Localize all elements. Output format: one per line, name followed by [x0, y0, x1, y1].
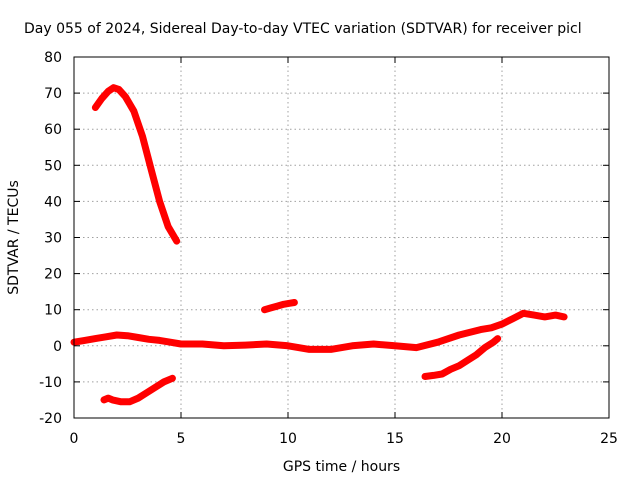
- y-tick-label: 70: [44, 86, 62, 102]
- y-tick-label: 30: [44, 231, 62, 247]
- series-line-baseline-arc: [70, 309, 568, 353]
- tick-layer: 0 5 10 15 20 25 -20 -10 0 10 20 30 40 50 60 70 80: [39, 50, 618, 447]
- y-tick-label: -20: [39, 411, 62, 427]
- series-line-satellite-arc-4: [421, 335, 502, 380]
- grid-layer: [74, 57, 609, 418]
- series-line-satellite-arc-1: [91, 84, 181, 245]
- y-tick-label: 60: [44, 122, 62, 138]
- x-tick-label: 20: [493, 431, 511, 447]
- y-tick-label: 80: [44, 50, 62, 66]
- x-axis-label: GPS time / hours: [283, 459, 400, 475]
- y-axis-label: SDTVAR / TECUs: [6, 180, 22, 295]
- x-tick-label: 0: [70, 431, 79, 447]
- series-line-satellite-arc-2: [100, 374, 176, 406]
- chart-title: Day 055 of 2024, Sidereal Day-to-day VTE…: [24, 21, 582, 37]
- x-tick-label: 25: [600, 431, 618, 447]
- x-tick-label: 15: [386, 431, 404, 447]
- y-tick-label: 0: [53, 339, 62, 355]
- series-layer: [70, 84, 568, 406]
- y-tick-label: 10: [44, 303, 62, 319]
- series-line-satellite-arc-3: [261, 299, 298, 314]
- x-tick-label: 5: [177, 431, 186, 447]
- x-tick-label: 10: [279, 431, 297, 447]
- y-tick-label: -10: [39, 375, 62, 391]
- y-tick-label: 50: [44, 158, 62, 174]
- y-tick-label: 40: [44, 194, 62, 210]
- y-tick-label: 20: [44, 267, 62, 283]
